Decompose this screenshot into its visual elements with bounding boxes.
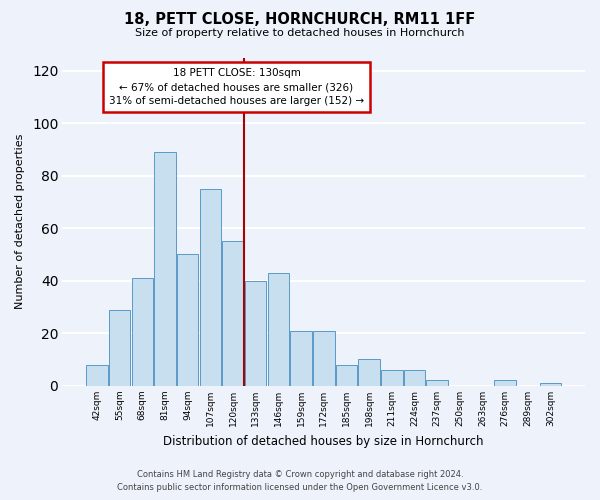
Bar bbox=[427, 380, 448, 386]
Bar bbox=[177, 254, 199, 386]
Bar bbox=[268, 273, 289, 386]
Bar bbox=[404, 370, 425, 386]
Y-axis label: Number of detached properties: Number of detached properties bbox=[15, 134, 25, 309]
Text: 18 PETT CLOSE: 130sqm
← 67% of detached houses are smaller (326)
31% of semi-det: 18 PETT CLOSE: 130sqm ← 67% of detached … bbox=[109, 68, 364, 106]
Bar bbox=[494, 380, 516, 386]
Bar bbox=[381, 370, 403, 386]
Text: Size of property relative to detached houses in Hornchurch: Size of property relative to detached ho… bbox=[135, 28, 465, 38]
Bar bbox=[313, 330, 335, 386]
Bar bbox=[222, 242, 244, 386]
Bar bbox=[245, 280, 266, 386]
Text: 18, PETT CLOSE, HORNCHURCH, RM11 1FF: 18, PETT CLOSE, HORNCHURCH, RM11 1FF bbox=[124, 12, 476, 28]
Text: Contains HM Land Registry data © Crown copyright and database right 2024.
Contai: Contains HM Land Registry data © Crown c… bbox=[118, 470, 482, 492]
Bar bbox=[335, 364, 357, 386]
Bar bbox=[154, 152, 176, 386]
Bar bbox=[290, 330, 312, 386]
Bar bbox=[131, 278, 153, 386]
Bar bbox=[540, 383, 561, 386]
Bar bbox=[200, 188, 221, 386]
Bar bbox=[109, 310, 130, 386]
Bar bbox=[358, 360, 380, 386]
X-axis label: Distribution of detached houses by size in Hornchurch: Distribution of detached houses by size … bbox=[163, 434, 484, 448]
Bar bbox=[86, 364, 108, 386]
